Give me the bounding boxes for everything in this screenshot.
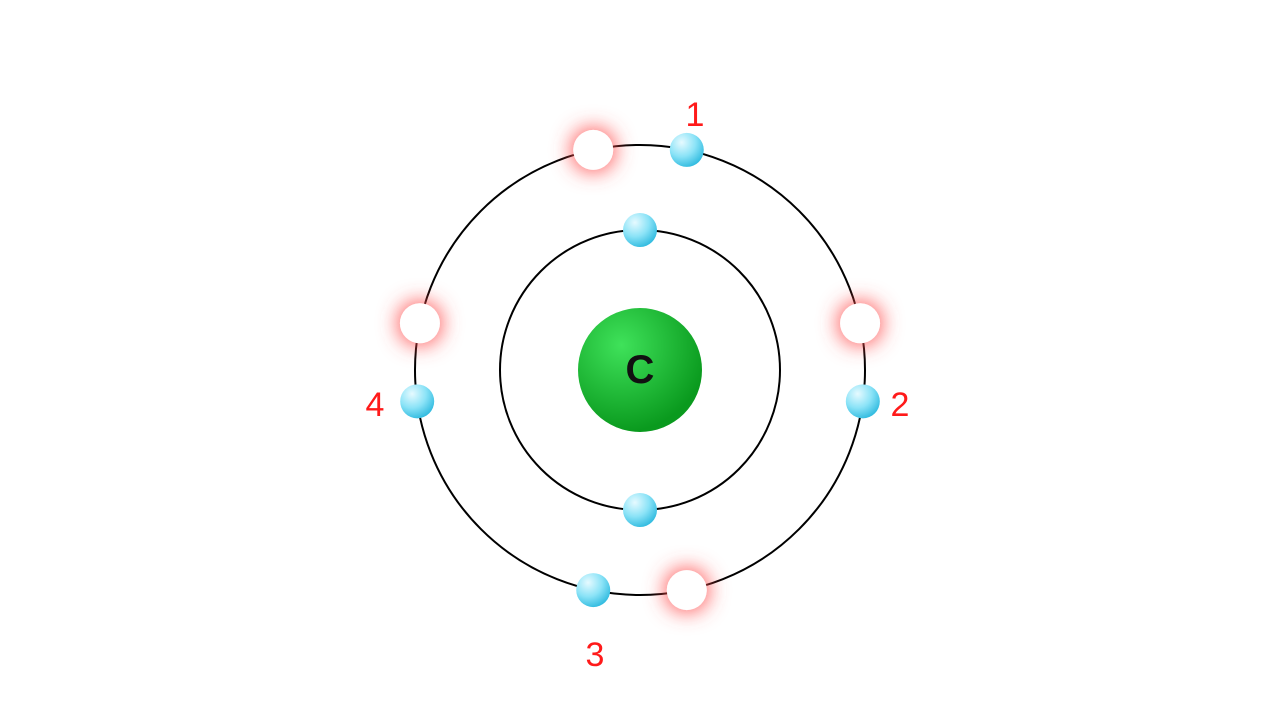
outer-electron-2 xyxy=(846,384,880,418)
outer-electron-4 xyxy=(400,384,434,418)
vacancy-1 xyxy=(573,130,613,170)
pair-label-4: 4 xyxy=(366,386,385,424)
nucleus-label: C xyxy=(626,348,655,392)
vacancy-4 xyxy=(400,303,440,343)
atom-diagram: C 1 2 3 4 xyxy=(0,0,1280,720)
vacancy-3 xyxy=(667,570,707,610)
diagram-svg: C 1 2 3 4 xyxy=(0,0,1280,720)
outer-electron-1 xyxy=(670,133,704,167)
pair-label-2: 2 xyxy=(891,386,910,424)
pair-label-3: 3 xyxy=(586,636,605,674)
vacancy-2 xyxy=(840,303,880,343)
inner-electron-2 xyxy=(623,493,657,527)
outer-electron-3 xyxy=(576,573,610,607)
pair-label-1: 1 xyxy=(686,96,705,134)
inner-electron-1 xyxy=(623,213,657,247)
